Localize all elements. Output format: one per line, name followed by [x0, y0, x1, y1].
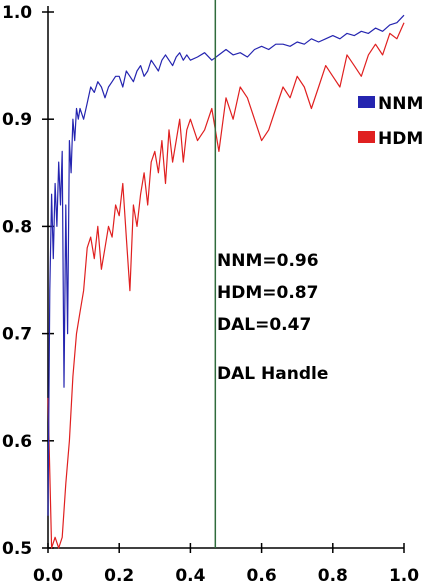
legend-label-hdm: HDM: [378, 129, 423, 149]
y-tick-label: 0.5: [2, 539, 32, 559]
y-tick-label: 0.6: [2, 432, 32, 452]
x-tick-label: 0.2: [104, 566, 134, 586]
readouts: NNM=0.96 HDM=0.87 DAL=0.47 DAL Handle: [217, 251, 328, 384]
y-tick-label: 0.9: [2, 110, 32, 130]
y-tick-label: 1.0: [2, 3, 32, 23]
readout-value: DAL=0.47: [217, 315, 311, 335]
readout-value: NNM=0.96: [217, 251, 319, 271]
legend-label-nnm: NNM: [378, 94, 423, 114]
y-tick-label: 0.7: [2, 325, 32, 345]
x-tick-label: 0.0: [33, 566, 63, 586]
legend-swatch-hdm: [358, 131, 375, 143]
readout-value: HDM=0.87: [217, 283, 318, 303]
axes: 0.5 0.6 0.7 0.8 0.9 1.0 0.0 0.2 0.4 0.6 0.8 1.0: [2, 3, 419, 586]
y-tick-label: 0.8: [2, 217, 32, 237]
x-tick-label: 0.4: [175, 566, 205, 586]
series-line-hdm: [47, 22, 405, 549]
legend: NNM HDM: [358, 94, 423, 149]
series-line-nnm: [47, 14, 405, 516]
dal-handle-label: DAL Handle: [217, 364, 328, 384]
x-tick-label: 1.0: [389, 566, 419, 586]
legend-swatch-nnm: [358, 96, 375, 108]
series-layer: [47, 14, 405, 549]
x-tick-label: 0.8: [318, 566, 348, 586]
x-tick-label: 0.6: [247, 566, 277, 586]
